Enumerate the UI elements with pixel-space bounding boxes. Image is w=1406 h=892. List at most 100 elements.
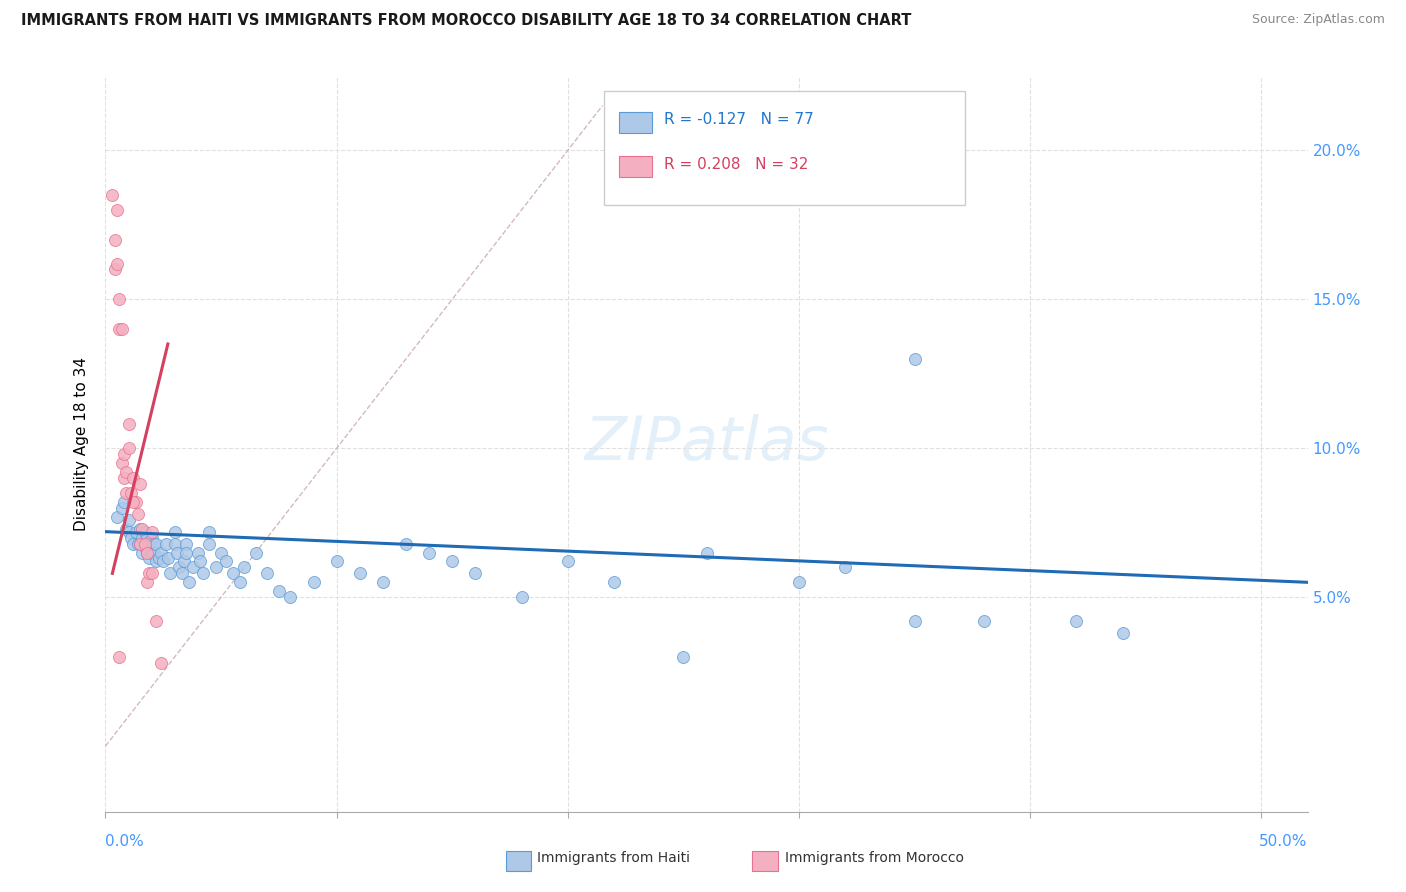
Point	[173, 554, 195, 568]
Point	[104, 233, 127, 247]
FancyBboxPatch shape	[619, 156, 652, 178]
Point	[136, 531, 159, 545]
Point	[111, 500, 134, 515]
Point	[108, 649, 131, 664]
Point	[127, 536, 149, 550]
Point	[159, 566, 181, 581]
FancyBboxPatch shape	[605, 91, 965, 204]
Point	[349, 566, 371, 581]
Point	[122, 536, 145, 550]
Point	[603, 575, 626, 590]
Point	[141, 545, 163, 559]
Point	[129, 536, 152, 550]
Point	[105, 202, 128, 217]
Point	[138, 566, 160, 581]
Point	[129, 536, 152, 550]
Point	[117, 417, 139, 432]
Point	[122, 471, 145, 485]
Point	[138, 536, 160, 550]
Point	[143, 536, 166, 550]
Point	[136, 545, 159, 559]
Point	[112, 471, 135, 485]
Point	[138, 551, 160, 566]
FancyBboxPatch shape	[619, 112, 652, 133]
Point	[209, 545, 232, 559]
Point	[120, 486, 142, 500]
Point	[464, 566, 486, 581]
Text: Immigrants from Haiti: Immigrants from Haiti	[537, 851, 690, 865]
Point	[141, 531, 163, 545]
Point	[115, 522, 138, 536]
Point	[903, 351, 925, 366]
Point	[136, 575, 159, 590]
Point	[695, 545, 717, 559]
Point	[181, 560, 204, 574]
Point	[111, 456, 134, 470]
Point	[145, 614, 167, 628]
Point	[170, 566, 193, 581]
Point	[557, 554, 579, 568]
Point	[122, 495, 145, 509]
Point	[115, 465, 138, 479]
Y-axis label: Disability Age 18 to 34: Disability Age 18 to 34	[75, 357, 90, 531]
Point	[127, 507, 149, 521]
Point	[115, 486, 138, 500]
Point	[131, 531, 153, 545]
Point	[228, 575, 250, 590]
Point	[245, 545, 267, 559]
Point	[156, 551, 179, 566]
Point	[145, 554, 167, 568]
Point	[163, 536, 186, 550]
Point	[152, 554, 174, 568]
Point	[108, 322, 131, 336]
Point	[191, 566, 214, 581]
Point	[672, 649, 695, 664]
Point	[136, 545, 159, 559]
Text: R = 0.208   N = 32: R = 0.208 N = 32	[665, 157, 808, 171]
Text: 0.0%: 0.0%	[105, 834, 145, 849]
Point	[302, 575, 325, 590]
Point	[221, 566, 243, 581]
Point	[163, 524, 186, 539]
Point	[129, 522, 152, 536]
Point	[177, 575, 200, 590]
Point	[973, 614, 995, 628]
Point	[111, 322, 134, 336]
Point	[834, 560, 856, 574]
Point	[148, 551, 170, 566]
Point	[176, 536, 198, 550]
Point	[198, 536, 221, 550]
Point	[214, 554, 236, 568]
Point	[124, 524, 146, 539]
Text: IMMIGRANTS FROM HAITI VS IMMIGRANTS FROM MOROCCO DISABILITY AGE 18 TO 34 CORRELA: IMMIGRANTS FROM HAITI VS IMMIGRANTS FROM…	[21, 13, 911, 29]
Text: R = -0.127   N = 77: R = -0.127 N = 77	[665, 112, 814, 128]
Point	[141, 524, 163, 539]
Point	[155, 536, 177, 550]
Point	[149, 545, 172, 559]
Point	[187, 545, 209, 559]
Point	[371, 575, 394, 590]
Text: Immigrants from Morocco: Immigrants from Morocco	[785, 851, 963, 865]
Point	[129, 477, 152, 491]
Point	[117, 442, 139, 456]
Point	[166, 545, 188, 559]
Text: 50.0%: 50.0%	[1260, 834, 1308, 849]
Point	[418, 545, 440, 559]
Point	[510, 591, 533, 605]
Point	[112, 495, 135, 509]
Point	[267, 584, 290, 599]
Text: Source: ZipAtlas.com: Source: ZipAtlas.com	[1251, 13, 1385, 27]
Point	[105, 256, 128, 270]
Point	[112, 447, 135, 461]
Point	[787, 575, 810, 590]
Point	[149, 656, 172, 670]
Point	[117, 524, 139, 539]
Point	[169, 560, 191, 574]
Point	[105, 509, 128, 524]
Point	[325, 554, 347, 568]
Point	[145, 536, 167, 550]
Point	[280, 591, 302, 605]
Point	[903, 614, 925, 628]
Point	[131, 522, 153, 536]
Point	[205, 560, 228, 574]
